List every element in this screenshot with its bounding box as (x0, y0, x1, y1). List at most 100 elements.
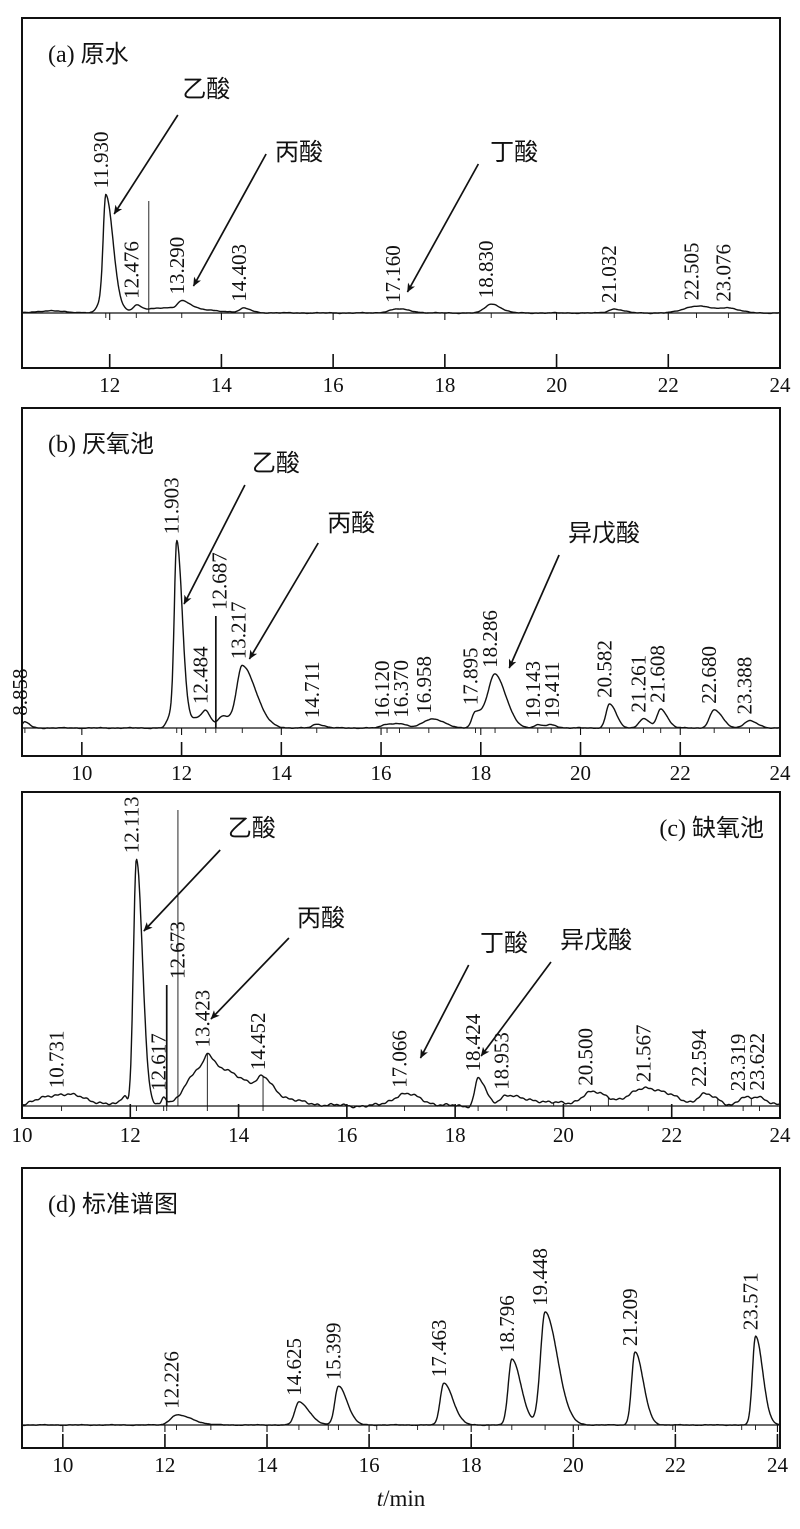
annotation-arrow (248, 542, 319, 660)
peak-rt-label: 21.209 (618, 1288, 642, 1346)
x-axis-tick-label: 18 (461, 1453, 482, 1477)
x-axis-tick-label: 22 (658, 373, 679, 397)
peak-rt-label: 19.143 (521, 661, 545, 719)
x-axis-tick-label: 12 (120, 1123, 141, 1147)
compound-annotation-label: 乙酸 (228, 815, 276, 842)
peak-rt-label: 12.673 (166, 921, 190, 979)
peak-rt-label: 17.463 (427, 1319, 451, 1377)
panel-frame (21, 1167, 781, 1449)
peak-rt-label: 11.903 (160, 477, 184, 534)
compound-annotation-label: 丁酸 (490, 139, 538, 166)
x-axis-tick-label: 20 (546, 373, 567, 397)
peak-rt-label: 14.625 (282, 1338, 306, 1396)
peak-rt-label: 22.594 (687, 1029, 711, 1087)
annotation-arrow (508, 554, 560, 669)
annotation-arrow (183, 484, 246, 605)
peak-rt-label: 15.399 (321, 1322, 345, 1380)
peak-rt-label: 22.680 (697, 646, 721, 704)
peak-rt-label: 8.858 (8, 668, 32, 715)
peak-rt-label: 10.731 (45, 1030, 69, 1088)
peak-rt-label: 16.120 (370, 661, 394, 719)
peak-rt-label: 13.217 (227, 602, 251, 660)
x-axis-tick-label: 16 (359, 1453, 380, 1477)
panel-frame (21, 17, 781, 369)
peak-rt-label: 19.448 (528, 1248, 552, 1306)
x-axis-tick-label: 24 (770, 373, 792, 397)
panel-frame (21, 791, 781, 1119)
annotation-arrow (192, 153, 267, 287)
x-axis-tick-label: 18 (445, 1123, 466, 1147)
x-axis-tick-label: 16 (371, 761, 392, 785)
x-axis-tick-label: 20 (570, 761, 591, 785)
panel-a-title: (a) 原水 (48, 41, 129, 68)
peak-rt-label: 12.226 (160, 1351, 184, 1409)
peak-rt-label: 20.582 (593, 640, 617, 698)
x-axis-tick-label: 22 (661, 1123, 682, 1147)
compound-annotation-label: 丁酸 (480, 930, 528, 957)
peak-rt-label: 16.958 (412, 656, 436, 714)
peak-rt-label: 14.711 (300, 661, 324, 718)
peak-rt-label: 18.796 (495, 1295, 519, 1353)
panel-frame (21, 407, 781, 757)
peak-rt-label: 18.424 (461, 1013, 485, 1071)
peak-rt-label: 23.319 (726, 1034, 750, 1092)
peak-rt-label: 12.617 (147, 1033, 171, 1091)
x-axis-tick-label: 18 (434, 373, 455, 397)
compound-annotation-label: 乙酸 (252, 450, 300, 477)
peak-rt-label: 21.608 (645, 645, 669, 703)
annotation-arrow (210, 937, 290, 1020)
peak-rt-label: 12.113 (119, 796, 143, 853)
x-axis-tick-label: 20 (563, 1453, 584, 1477)
compound-annotation-label: 丙酸 (297, 905, 345, 932)
peak-rt-label: 20.500 (574, 1028, 598, 1086)
compound-annotation-label: 丙酸 (275, 139, 323, 166)
peak-rt-label: 14.403 (227, 244, 251, 302)
peak-rt-label: 17.066 (388, 1030, 412, 1088)
peak-rt-label: 18.286 (478, 610, 502, 668)
peak-rt-label: 16.370 (389, 660, 413, 718)
x-axis-tick-label: 24 (767, 1453, 789, 1477)
peak-rt-label: 23.571 (739, 1272, 763, 1330)
peak-rt-label: 12.687 (208, 552, 232, 610)
peak-rt-label: 19.411 (540, 662, 564, 719)
x-axis-tick-label: 14 (228, 1123, 250, 1147)
x-axis-tick-label: 14 (271, 761, 293, 785)
peak-rt-label: 12.476 (119, 241, 143, 299)
peak-rt-label: 14.452 (246, 1013, 270, 1071)
peak-rt-label: 11.930 (89, 132, 113, 189)
x-axis-tick-label: 18 (470, 761, 491, 785)
peak-rt-label: 23.388 (733, 657, 757, 715)
x-axis-tick-label: 12 (171, 761, 192, 785)
x-axis-tick-label: 16 (323, 373, 344, 397)
peak-rt-label: 17.160 (381, 245, 405, 303)
chromatogram-trace (21, 858, 781, 1109)
x-axis-tick-label: 10 (52, 1453, 73, 1477)
peak-rt-label: 21.567 (631, 1025, 655, 1083)
x-axis-tick-label: 14 (257, 1453, 279, 1477)
x-axis-tick-label: 12 (154, 1453, 175, 1477)
x-axis-title-variable: t (376, 1486, 384, 1511)
peak-rt-label: 23.622 (745, 1033, 769, 1091)
annotation-arrow (113, 114, 179, 215)
compound-annotation-label: 乙酸 (182, 76, 230, 103)
panel-c-title: (c) 缺氧池 (659, 815, 764, 842)
panel-d-title: (d) 标准谱图 (48, 1191, 178, 1218)
peak-rt-label: 13.423 (190, 990, 214, 1048)
x-axis-tick-label: 10 (12, 1123, 33, 1147)
peak-rt-label: 12.484 (189, 646, 213, 704)
x-axis-tick-label: 12 (99, 373, 120, 397)
annotation-arrow (406, 163, 480, 293)
x-axis-title: t/min (22, 1486, 780, 1512)
peak-rt-label: 18.953 (490, 1032, 514, 1090)
peak-rt-label: 21.032 (597, 245, 621, 303)
compound-annotation-label: 异戊酸 (568, 520, 640, 547)
peak-rt-label: 21.261 (626, 655, 650, 713)
peak-rt-label: 23.076 (711, 244, 735, 302)
annotation-arrow (143, 849, 221, 932)
annotation-arrow (419, 964, 470, 1059)
x-axis-tick-label: 22 (665, 1453, 686, 1477)
